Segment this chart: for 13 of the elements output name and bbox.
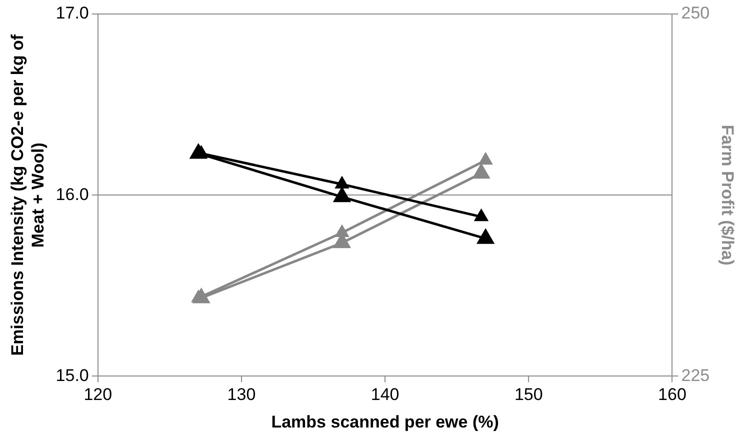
y-tick-label: 15.0 — [56, 366, 89, 385]
x-tick-label: 160 — [658, 385, 686, 404]
y2-tick-label: 250 — [681, 4, 710, 23]
x-tick-label: 120 — [84, 385, 112, 404]
x-tick-label: 130 — [227, 385, 256, 404]
y2-tick-label: 225 — [681, 366, 710, 385]
x-axis-title: Lambs scanned per ewe (%) — [271, 412, 499, 432]
y-tick-label: 16.0 — [56, 184, 89, 204]
x-tick-label: 150 — [514, 385, 543, 404]
y-tick-label: 17.0 — [56, 4, 89, 23]
y2-axis-title: Farm Profit ($/ha) — [718, 124, 738, 266]
x-tick-label: 140 — [370, 385, 400, 404]
y-axis-title: Emissions Intensity (kg CO2-e per kg of Meat + Wool) — [8, 34, 48, 356]
